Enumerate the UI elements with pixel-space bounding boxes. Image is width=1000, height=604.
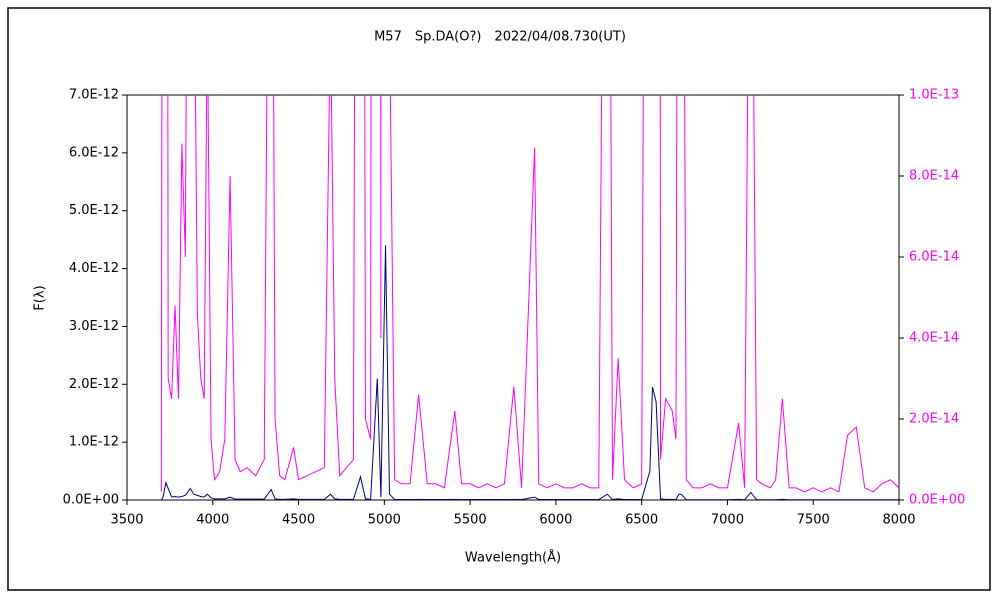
y2-tick-label: 0.0E+00 — [909, 493, 965, 508]
spectrum-line — [160, 245, 899, 500]
y-tick-label: 4.0E-12 — [69, 261, 119, 276]
y2-tick-label: 2.0E-14 — [909, 412, 959, 427]
x-tick-label: 7000 — [711, 513, 744, 528]
y-axis-label: F(λ) — [33, 285, 48, 310]
x-tick-label: 6500 — [625, 513, 658, 528]
y2-tick-label: 4.0E-14 — [909, 331, 959, 346]
chart-frame — [7, 7, 991, 591]
y-tick-label: 0.0E+00 — [63, 493, 119, 508]
chart-title: M57 Sp.DA(O?) 2022/04/08.730(UT) — [374, 30, 626, 45]
plot-area — [160, 95, 899, 500]
x-tick-label: 4000 — [196, 513, 229, 528]
x-tick-label: 8000 — [882, 513, 915, 528]
y2-tick-label: 8.0E-14 — [909, 169, 959, 184]
x-tick-label: 3500 — [110, 513, 143, 528]
y-tick-label: 7.0E-12 — [69, 88, 119, 103]
x-tick-label: 7500 — [797, 513, 830, 528]
y2-tick-label: 1.0E-13 — [909, 88, 959, 103]
y-tick-label: 2.0E-12 — [69, 377, 119, 392]
x-tick-label: 6000 — [539, 513, 572, 528]
x-axis-label: Wavelength(Å) — [465, 550, 561, 566]
y-tick-label: 1.0E-12 — [69, 435, 119, 450]
x-tick-label: 5500 — [454, 513, 487, 528]
y-tick-label: 6.0E-12 — [69, 145, 119, 160]
spectrum-line — [160, 95, 899, 493]
x-tick-label: 4500 — [282, 513, 315, 528]
y-tick-label: 5.0E-12 — [69, 203, 119, 218]
y2-tick-label: 6.0E-14 — [909, 250, 959, 265]
plot-frame — [126, 94, 900, 501]
y-tick-label: 3.0E-12 — [69, 319, 119, 334]
x-tick-label: 5000 — [368, 513, 401, 528]
